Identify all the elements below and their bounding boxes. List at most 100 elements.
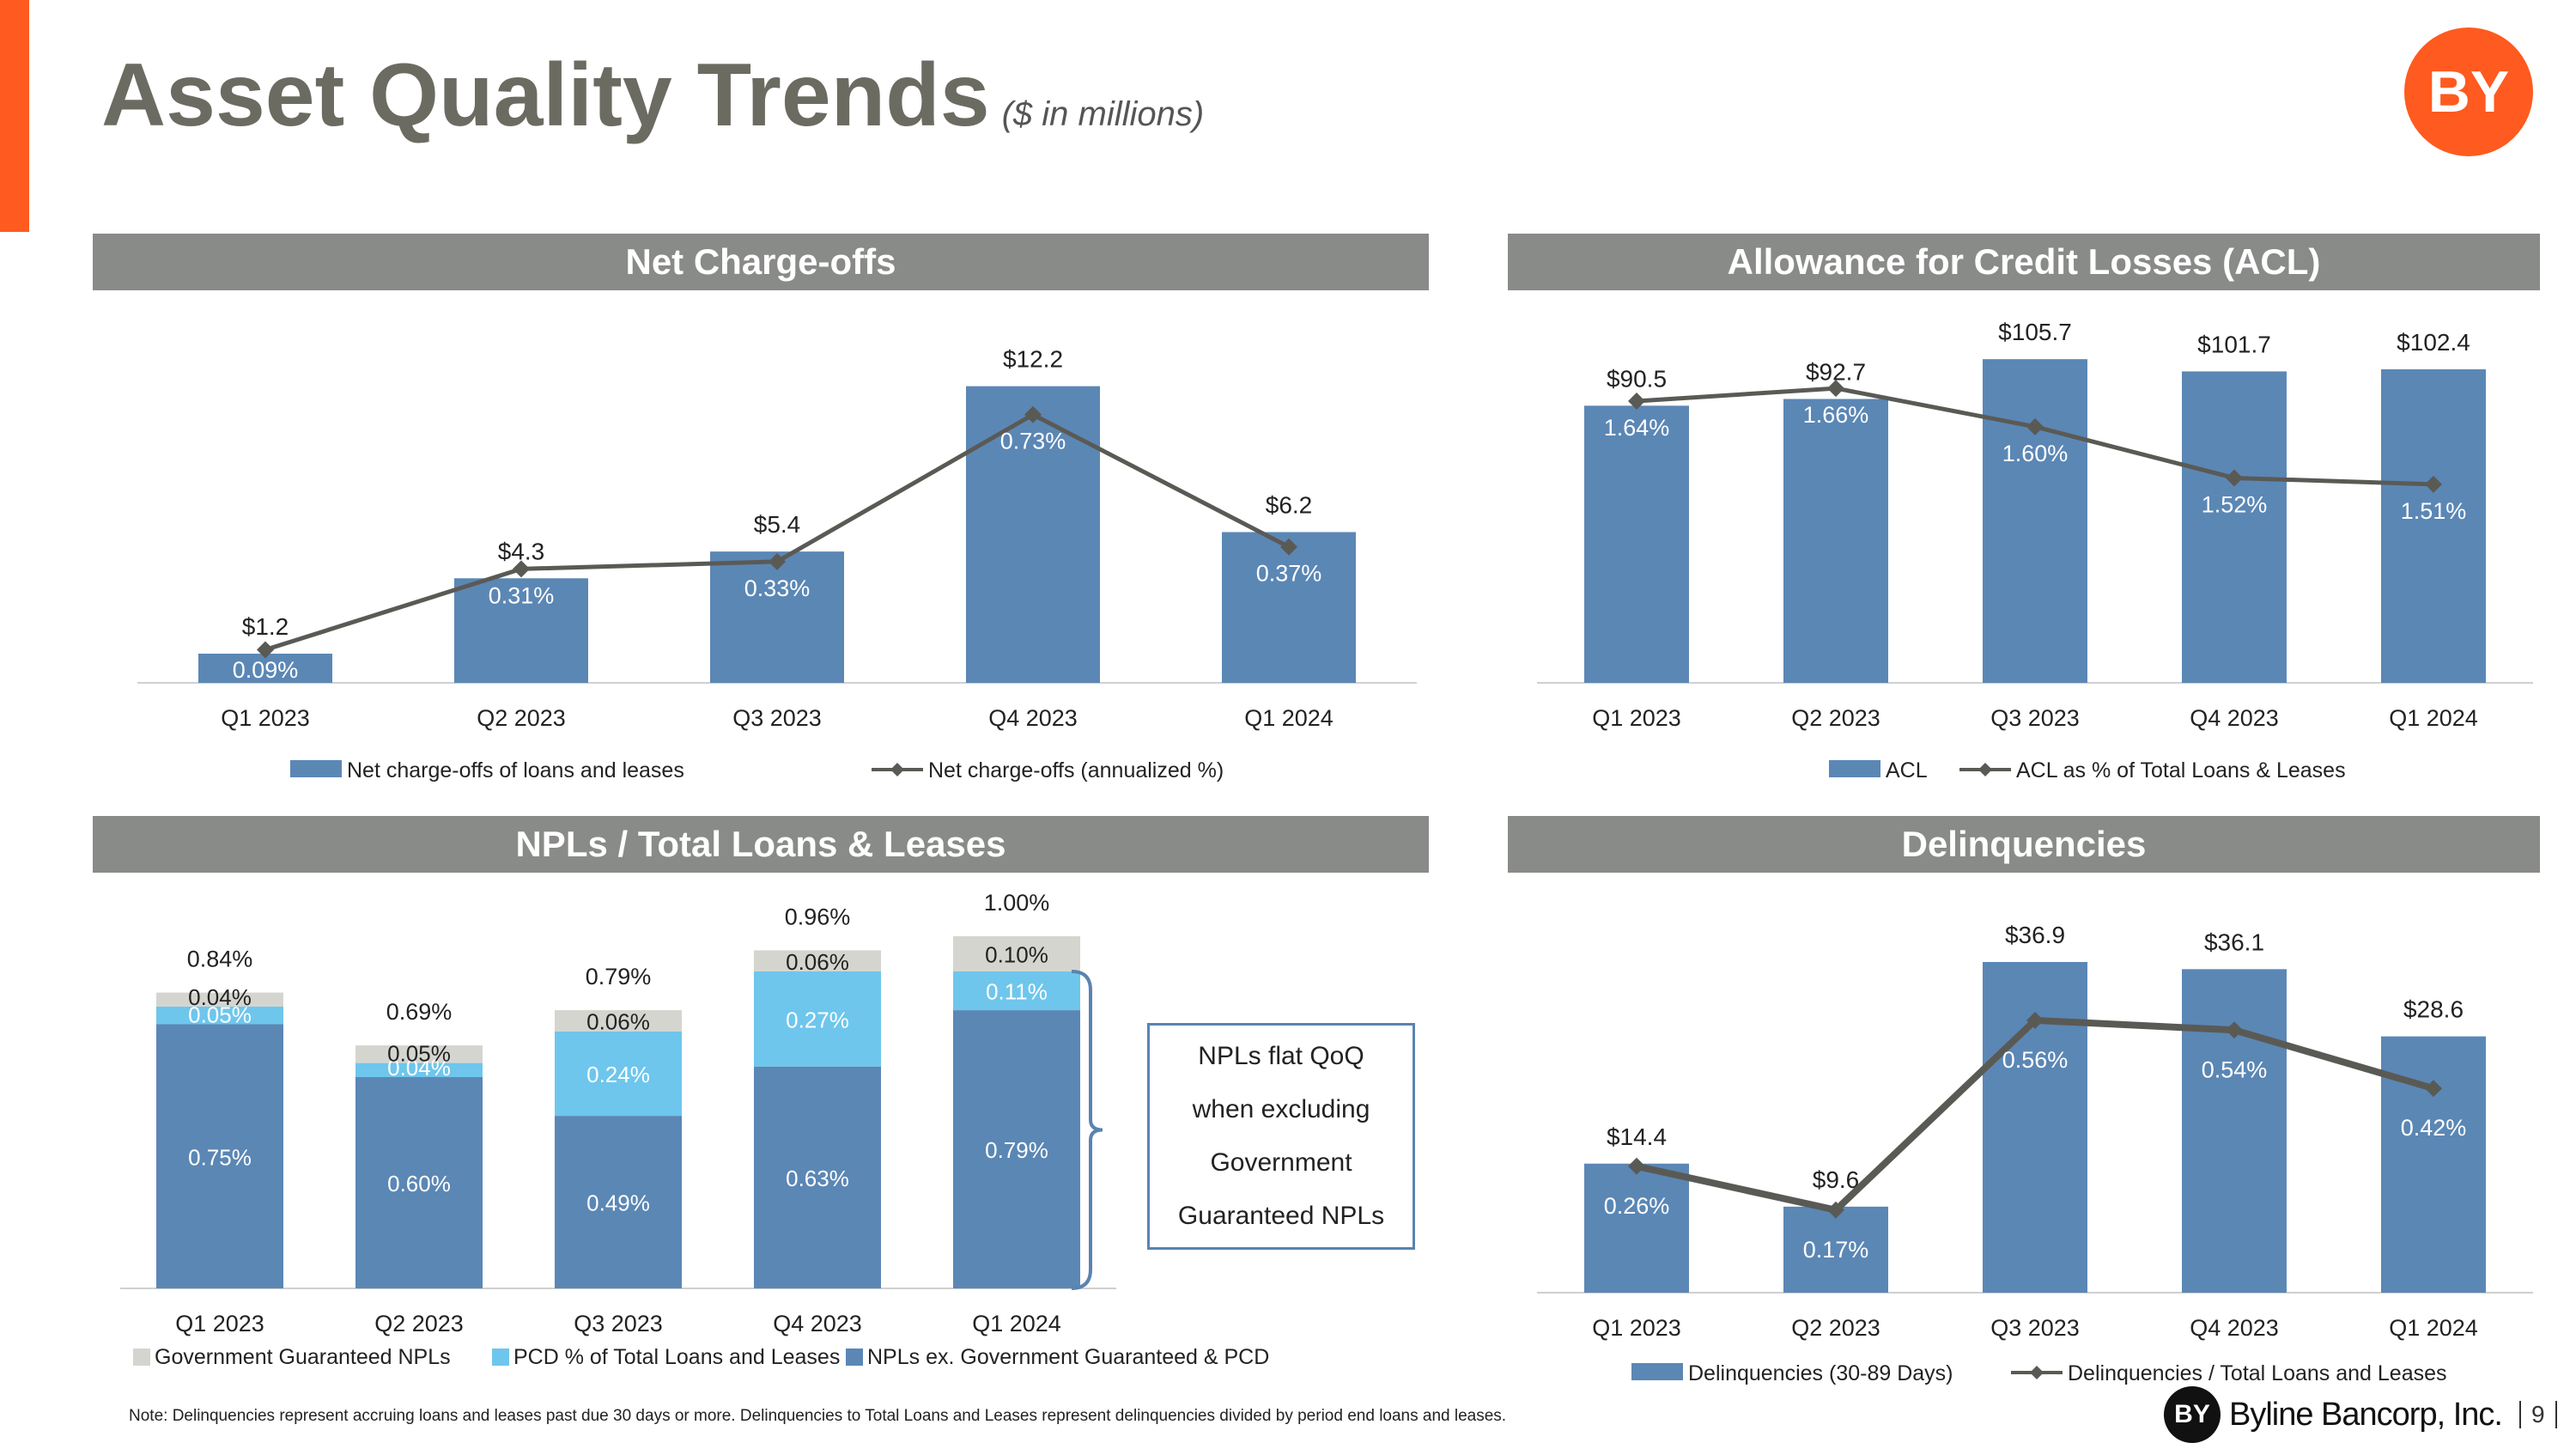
stack-segment xyxy=(555,1031,682,1117)
bar-value-label: $9.6 xyxy=(1813,1166,1860,1193)
bar xyxy=(454,578,588,683)
segment-value-label: 0.05% xyxy=(188,1002,252,1028)
bar xyxy=(198,654,332,683)
bar xyxy=(2381,368,2486,683)
x-tick-label: Q2 2023 xyxy=(477,705,566,731)
byline-logo: BY xyxy=(2404,27,2533,156)
bar xyxy=(1584,1163,1689,1293)
stack-segment xyxy=(355,1062,483,1077)
line-value-label: 0.42% xyxy=(2401,1115,2467,1141)
company-name: Byline Bancorp, Inc. xyxy=(2229,1396,2503,1433)
legend-marker xyxy=(890,763,904,776)
stack-segment xyxy=(754,950,881,971)
x-tick-label: Q1 2023 xyxy=(1592,705,1681,731)
segment-value-label: 0.63% xyxy=(786,1166,849,1191)
stack-segment xyxy=(953,936,1080,971)
stack-segment xyxy=(555,1116,682,1288)
legend-label: ACL as % of Total Loans & Leases xyxy=(2016,758,2346,782)
bar-value-label: $28.6 xyxy=(2403,996,2464,1023)
line-marker xyxy=(2026,417,2044,435)
x-tick-label: Q4 2023 xyxy=(988,705,1078,731)
legend: Delinquencies (30-89 Days) Delinquencies … xyxy=(1631,1361,2447,1385)
bar xyxy=(2182,969,2287,1293)
stack-segment xyxy=(156,1007,283,1025)
section-header-npls: NPLs / Total Loans & Leases xyxy=(93,816,1429,873)
delinquencies-chart: $14.4 Q1 2023 $9.6 Q2 2023 $36.9 Q3 2023 $36.1… xyxy=(1537,922,2533,1385)
page-number: 9 xyxy=(2518,1401,2557,1428)
segment-value-label: 0.11% xyxy=(986,979,1048,1005)
callout-bracket xyxy=(1071,970,1103,1290)
bar-value-label: $36.9 xyxy=(2005,922,2065,948)
stack-segment xyxy=(355,1077,483,1288)
x-tick-label: Q1 2023 xyxy=(1592,1315,1681,1341)
x-tick-label: Q1 2024 xyxy=(2389,1315,2478,1341)
legend-label: Government Guaranteed NPLs xyxy=(155,1345,451,1369)
line-value-label: 0.37% xyxy=(1256,561,1322,587)
segment-value-label: 0.05% xyxy=(387,1041,451,1067)
bar xyxy=(710,551,844,683)
legend-label: Delinquencies / Total Loans and Leases xyxy=(2068,1361,2447,1385)
legend-label: Delinquencies (30-89 Days) xyxy=(1688,1361,1953,1385)
legend-marker xyxy=(1978,763,1992,776)
acl-chart: $90.5Q1 2023$92.7Q2 2023$105.7Q3 2023$10… xyxy=(1537,319,2533,782)
line-value-label: 0.54% xyxy=(2202,1056,2268,1082)
bar-value-label: $90.5 xyxy=(1607,365,1667,392)
bar xyxy=(1983,962,2087,1293)
line-marker xyxy=(1628,1157,1645,1175)
stack-segment xyxy=(953,1010,1080,1288)
callout-line: Government xyxy=(1210,1148,1352,1177)
legend-swatch-bar xyxy=(1829,760,1880,777)
net-charge-offs-chart: $1.2 Q1 2023 $4.3 Q2 2023 $5.4 Q3 2023 $12.2 Q4… xyxy=(137,346,1417,782)
line-value-label: 0.17% xyxy=(1803,1237,1869,1263)
legend-label: PCD % of Total Loans and Leases xyxy=(513,1345,840,1369)
x-tick-label: Q4 2023 xyxy=(2190,705,2279,731)
total-label: 0.79% xyxy=(586,964,652,989)
legend-label: NPLs ex. Government Guaranteed & PCD xyxy=(867,1345,1269,1369)
line-marker xyxy=(1024,405,1042,423)
line-value-label: 0.73% xyxy=(1000,429,1066,454)
bar xyxy=(1783,399,1888,683)
line-marker xyxy=(2425,1080,2442,1098)
legend-swatch-bar xyxy=(1631,1363,1683,1380)
bar-value-label: $101.7 xyxy=(2197,331,2271,357)
callout-line: Guaranteed NPLs xyxy=(1177,1202,1385,1230)
legend-label: ACL xyxy=(1886,758,1928,782)
accent-bar xyxy=(0,0,29,232)
stack-segment xyxy=(355,1045,483,1063)
x-tick-label: Q2 2023 xyxy=(374,1311,464,1336)
x-tick-label: Q3 2023 xyxy=(1990,705,2080,731)
x-tick-label: Q1 2024 xyxy=(1244,705,1334,731)
legend-swatch-bar xyxy=(290,760,342,777)
stack-segment xyxy=(953,971,1080,1011)
x-tick-label: Q3 2023 xyxy=(574,1311,663,1336)
bar-value-label: $5.4 xyxy=(754,511,801,538)
legend-marker xyxy=(2030,1366,2044,1379)
segment-value-label: 0.24% xyxy=(586,1062,650,1087)
callout-line: when excluding xyxy=(1192,1095,1370,1123)
legend-swatch xyxy=(133,1349,150,1366)
callout-line: NPLs flat QoQ xyxy=(1198,1042,1364,1070)
total-label: 1.00% xyxy=(984,890,1050,916)
footer-brand: BY Byline Bancorp, Inc. 9 xyxy=(2164,1385,2557,1445)
line-value-label: 0.56% xyxy=(2002,1047,2069,1073)
bar xyxy=(1584,405,1689,683)
line-marker xyxy=(1280,538,1297,556)
segment-value-label: 0.06% xyxy=(586,1009,650,1035)
legend: ACL ACL as % of Total Loans & Leases xyxy=(1829,758,2346,782)
title-units: ($ in millions) xyxy=(1001,95,1205,133)
footnote: Note: Delinquencies represent accruing l… xyxy=(129,1407,1507,1425)
section-header-delinquencies: Delinquencies xyxy=(1508,816,2540,873)
section-header-acl: Allowance for Credit Losses (ACL) xyxy=(1508,234,2540,290)
section-header-net-charge-offs: Net Charge-offs xyxy=(93,234,1429,290)
x-tick-label: Q1 2024 xyxy=(2389,705,2478,731)
bar xyxy=(1983,359,2087,683)
line-value-label: 0.33% xyxy=(744,575,811,601)
x-tick-label: Q3 2023 xyxy=(732,705,822,731)
bar-value-label: $105.7 xyxy=(1998,319,2072,345)
x-tick-label: Q1 2023 xyxy=(221,705,310,731)
line-value-label: 0.09% xyxy=(233,657,299,683)
page-title: Asset Quality Trends ($ in millions) xyxy=(101,45,1204,147)
total-label: 0.96% xyxy=(785,904,851,929)
bar-value-label: $36.1 xyxy=(2204,928,2264,955)
line-marker xyxy=(2026,1011,2044,1029)
